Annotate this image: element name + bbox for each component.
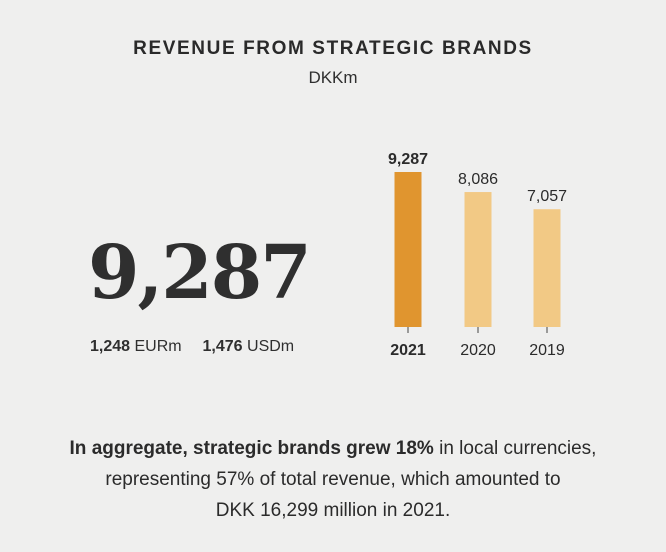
chart-title: REVENUE FROM STRATEGIC BRANDS (133, 38, 533, 59)
eur-value: 1,248 (90, 338, 131, 355)
bar-2021 (394, 172, 422, 327)
usd-value: 1,476 (202, 338, 243, 355)
headline-value: 9,287 (88, 230, 312, 316)
currency-conversions: 1,248 EURm 1,476 USDm (90, 338, 294, 356)
summary-bold: In aggregate, strategic brands grew 18% (69, 438, 434, 459)
bar-2020 (464, 192, 492, 327)
summary-line2: representing 57% of total revenue, which… (105, 469, 561, 490)
usd-unit: USDm (247, 338, 295, 355)
unit-label: DKKm (308, 68, 358, 87)
value-label-2019: 7,057 (527, 188, 567, 205)
summary-line3: DKK 16,299 million in 2021. (215, 500, 451, 521)
summary-text: In aggregate, strategic brands grew 18% … (20, 433, 646, 526)
bar-chart: 9,287 2021 8,086 2020 7,057 2019 (388, 151, 567, 359)
category-label-2019: 2019 (529, 342, 565, 359)
summary-line1-rest: in local currencies, (433, 438, 597, 459)
eur-unit: EURm (134, 338, 182, 355)
bar-2019 (533, 209, 561, 327)
value-label-2021: 9,287 (388, 151, 428, 168)
category-label-2020: 2020 (460, 342, 496, 359)
value-label-2020: 8,086 (458, 171, 498, 188)
category-label-2021: 2021 (390, 342, 426, 359)
